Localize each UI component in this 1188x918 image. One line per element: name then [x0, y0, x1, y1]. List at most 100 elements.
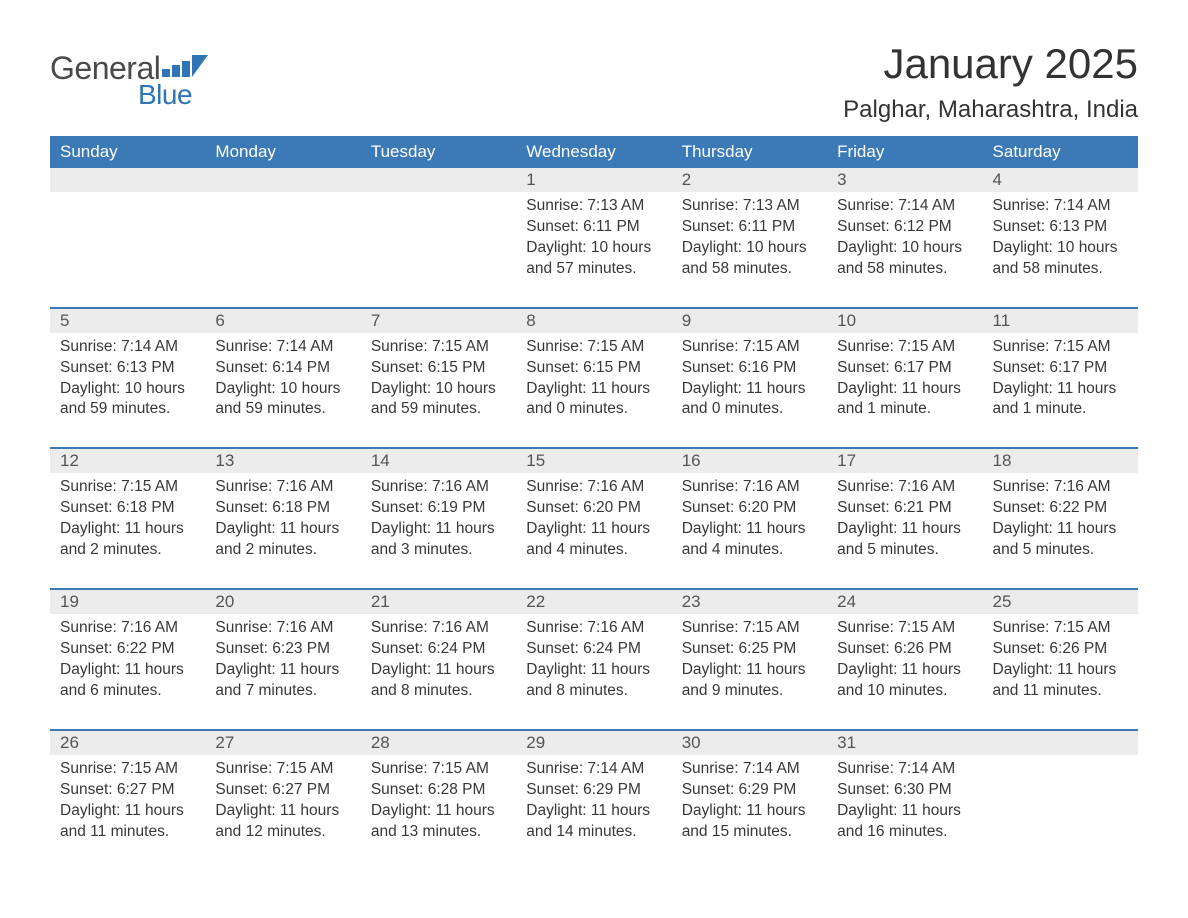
day-number: 19	[50, 589, 205, 614]
day-cell: Sunrise: 7:14 AMSunset: 6:13 PMDaylight:…	[50, 333, 205, 431]
sunset-text: Sunset: 6:11 PM	[682, 217, 817, 238]
day-number: 9	[672, 308, 827, 333]
day-cell: Sunrise: 7:14 AMSunset: 6:13 PMDaylight:…	[983, 192, 1138, 290]
sunset-text: Sunset: 6:26 PM	[837, 639, 972, 660]
day-number: 28	[361, 730, 516, 755]
day-number: 31	[827, 730, 982, 755]
day-cell: Sunrise: 7:15 AMSunset: 6:26 PMDaylight:…	[983, 614, 1138, 712]
day-number: 3	[827, 168, 982, 192]
daylight-text: Daylight: 11 hours and 7 minutes.	[215, 660, 350, 702]
col-wednesday: Wednesday	[516, 136, 671, 168]
daylight-text: Daylight: 11 hours and 12 minutes.	[215, 801, 350, 843]
sunset-text: Sunset: 6:30 PM	[837, 780, 972, 801]
day-number	[983, 730, 1138, 755]
daynum-row: 19202122232425	[50, 589, 1138, 614]
sunrise-text: Sunrise: 7:16 AM	[215, 477, 350, 498]
sunrise-text: Sunrise: 7:15 AM	[60, 477, 195, 498]
day-cell	[983, 755, 1138, 853]
day-cell: Sunrise: 7:13 AMSunset: 6:11 PMDaylight:…	[516, 192, 671, 290]
day-number: 20	[205, 589, 360, 614]
sunrise-text: Sunrise: 7:16 AM	[682, 477, 817, 498]
sunrise-text: Sunrise: 7:15 AM	[837, 337, 972, 358]
week-separator	[50, 430, 1138, 448]
sunset-text: Sunset: 6:15 PM	[371, 358, 506, 379]
daylight-text: Daylight: 11 hours and 10 minutes.	[837, 660, 972, 702]
col-monday: Monday	[205, 136, 360, 168]
day-cell: Sunrise: 7:16 AMSunset: 6:20 PMDaylight:…	[672, 473, 827, 571]
sunrise-text: Sunrise: 7:15 AM	[371, 337, 506, 358]
daynum-row: 262728293031	[50, 730, 1138, 755]
day-number: 6	[205, 308, 360, 333]
day-content-row: Sunrise: 7:14 AMSunset: 6:13 PMDaylight:…	[50, 333, 1138, 431]
sunset-text: Sunset: 6:19 PM	[371, 498, 506, 519]
day-number: 27	[205, 730, 360, 755]
day-number: 7	[361, 308, 516, 333]
sunset-text: Sunset: 6:13 PM	[60, 358, 195, 379]
daylight-text: Daylight: 10 hours and 59 minutes.	[60, 379, 195, 421]
sunset-text: Sunset: 6:29 PM	[682, 780, 817, 801]
daylight-text: Daylight: 11 hours and 6 minutes.	[60, 660, 195, 702]
sunrise-text: Sunrise: 7:15 AM	[526, 337, 661, 358]
day-content-row: Sunrise: 7:13 AMSunset: 6:11 PMDaylight:…	[50, 192, 1138, 290]
sunrise-text: Sunrise: 7:13 AM	[682, 196, 817, 217]
daylight-text: Daylight: 11 hours and 0 minutes.	[526, 379, 661, 421]
day-cell: Sunrise: 7:16 AMSunset: 6:21 PMDaylight:…	[827, 473, 982, 571]
week-separator	[50, 712, 1138, 730]
day-cell: Sunrise: 7:15 AMSunset: 6:15 PMDaylight:…	[516, 333, 671, 431]
day-cell: Sunrise: 7:15 AMSunset: 6:25 PMDaylight:…	[672, 614, 827, 712]
day-number: 5	[50, 308, 205, 333]
brand-text-blue: Blue	[138, 79, 192, 111]
day-number: 13	[205, 448, 360, 473]
daylight-text: Daylight: 11 hours and 1 minute.	[993, 379, 1128, 421]
sunrise-text: Sunrise: 7:15 AM	[993, 618, 1128, 639]
sunrise-text: Sunrise: 7:14 AM	[837, 759, 972, 780]
sunset-text: Sunset: 6:14 PM	[215, 358, 350, 379]
daylight-text: Daylight: 11 hours and 15 minutes.	[682, 801, 817, 843]
daylight-text: Daylight: 10 hours and 58 minutes.	[682, 238, 817, 280]
sunset-text: Sunset: 6:15 PM	[526, 358, 661, 379]
day-number: 23	[672, 589, 827, 614]
day-number	[361, 168, 516, 192]
calendar-table: Sunday Monday Tuesday Wednesday Thursday…	[50, 136, 1138, 852]
day-cell: Sunrise: 7:16 AMSunset: 6:22 PMDaylight:…	[983, 473, 1138, 571]
daylight-text: Daylight: 11 hours and 2 minutes.	[215, 519, 350, 561]
sunrise-text: Sunrise: 7:15 AM	[837, 618, 972, 639]
daylight-text: Daylight: 11 hours and 11 minutes.	[60, 801, 195, 843]
sunrise-text: Sunrise: 7:15 AM	[682, 337, 817, 358]
sunrise-text: Sunrise: 7:14 AM	[682, 759, 817, 780]
daylight-text: Daylight: 11 hours and 3 minutes.	[371, 519, 506, 561]
week-separator	[50, 290, 1138, 308]
sunrise-text: Sunrise: 7:16 AM	[60, 618, 195, 639]
day-cell: Sunrise: 7:13 AMSunset: 6:11 PMDaylight:…	[672, 192, 827, 290]
day-cell: Sunrise: 7:16 AMSunset: 6:18 PMDaylight:…	[205, 473, 360, 571]
daynum-row: 567891011	[50, 308, 1138, 333]
sunset-text: Sunset: 6:29 PM	[526, 780, 661, 801]
day-cell: Sunrise: 7:14 AMSunset: 6:12 PMDaylight:…	[827, 192, 982, 290]
location-label: Palghar, Maharashtra, India	[843, 96, 1138, 124]
sunrise-text: Sunrise: 7:14 AM	[993, 196, 1128, 217]
day-number: 16	[672, 448, 827, 473]
sunset-text: Sunset: 6:22 PM	[60, 639, 195, 660]
daylight-text: Daylight: 10 hours and 58 minutes.	[837, 238, 972, 280]
day-number: 8	[516, 308, 671, 333]
brand-bars-icon	[162, 55, 208, 82]
day-number: 24	[827, 589, 982, 614]
day-number	[205, 168, 360, 192]
sunset-text: Sunset: 6:20 PM	[526, 498, 661, 519]
day-number: 26	[50, 730, 205, 755]
sunset-text: Sunset: 6:21 PM	[837, 498, 972, 519]
day-content-row: Sunrise: 7:16 AMSunset: 6:22 PMDaylight:…	[50, 614, 1138, 712]
day-number: 4	[983, 168, 1138, 192]
day-cell: Sunrise: 7:15 AMSunset: 6:17 PMDaylight:…	[827, 333, 982, 431]
header: General Blue January 2025 Palghar, Mahar…	[50, 40, 1138, 132]
sunrise-text: Sunrise: 7:16 AM	[837, 477, 972, 498]
day-number: 21	[361, 589, 516, 614]
day-cell: Sunrise: 7:16 AMSunset: 6:23 PMDaylight:…	[205, 614, 360, 712]
sunrise-text: Sunrise: 7:14 AM	[837, 196, 972, 217]
day-cell: Sunrise: 7:15 AMSunset: 6:26 PMDaylight:…	[827, 614, 982, 712]
sunset-text: Sunset: 6:22 PM	[993, 498, 1128, 519]
day-cell: Sunrise: 7:14 AMSunset: 6:29 PMDaylight:…	[516, 755, 671, 853]
day-cell: Sunrise: 7:14 AMSunset: 6:29 PMDaylight:…	[672, 755, 827, 853]
daylight-text: Daylight: 11 hours and 5 minutes.	[993, 519, 1128, 561]
day-number: 22	[516, 589, 671, 614]
